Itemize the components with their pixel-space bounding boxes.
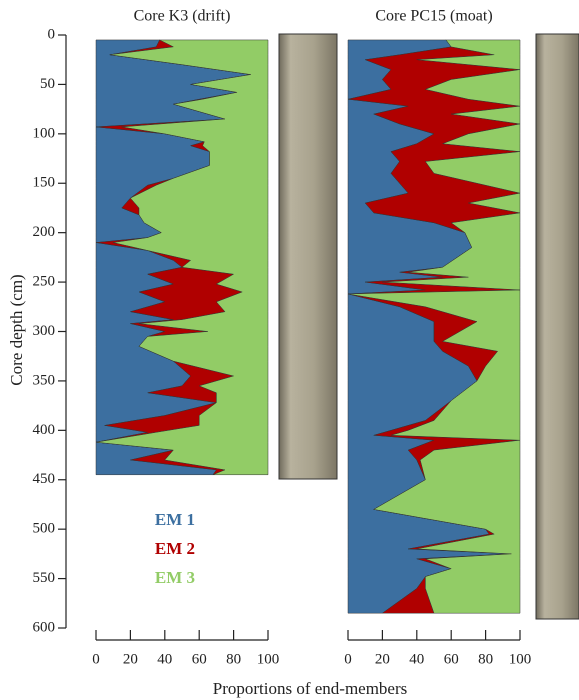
x-tick-label: 40 <box>409 651 424 667</box>
core-photo <box>278 33 338 480</box>
x-tick-label: 40 <box>157 651 172 667</box>
y-tick-label: 500 <box>33 521 56 537</box>
x-tick-label: 20 <box>123 651 138 667</box>
legend-label: EM 2 <box>155 539 195 558</box>
y-tick-label: 400 <box>33 422 56 438</box>
x-axis-label: Proportions of end-members <box>213 679 408 698</box>
x-tick-label: 0 <box>92 651 100 667</box>
y-tick-label: 350 <box>33 372 56 388</box>
x-tick-label: 80 <box>226 651 241 667</box>
y-tick-label: 100 <box>33 125 56 141</box>
x-tick-label: 60 <box>192 651 207 667</box>
area-em <box>95 39 269 476</box>
y-tick-label: 450 <box>33 471 56 487</box>
legend-label: EM 3 <box>155 568 195 587</box>
panel-title: Core PC15 (moat) <box>375 8 492 25</box>
x-tick-label: 100 <box>257 651 280 667</box>
y-tick-label: 550 <box>33 570 56 586</box>
x-tick-label: 0 <box>344 651 352 667</box>
x-tick-label: 100 <box>509 651 532 667</box>
area-em <box>347 39 521 614</box>
y-tick-label: 200 <box>33 224 56 240</box>
x-tick-label: 80 <box>478 651 493 667</box>
x-tick-label: 20 <box>375 651 390 667</box>
core-photo <box>535 33 579 620</box>
x-tick-label: 60 <box>444 651 459 667</box>
y-tick-label: 150 <box>33 175 56 191</box>
y-tick-label: 250 <box>33 274 56 290</box>
y-tick-label: 50 <box>40 76 55 92</box>
y-tick-label: 0 <box>48 26 56 42</box>
y-tick-label: 600 <box>33 619 56 635</box>
panel-title: Core K3 (drift) <box>134 8 231 25</box>
y-axis-label: Core depth (cm) <box>7 274 26 385</box>
y-tick-label: 300 <box>33 323 56 339</box>
legend-label: EM 1 <box>155 510 195 529</box>
